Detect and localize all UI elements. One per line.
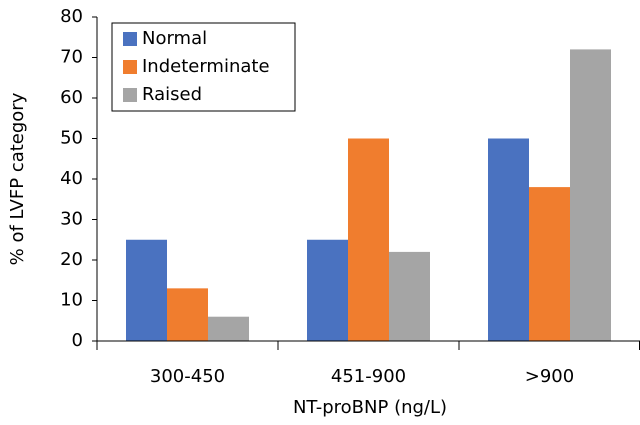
bar <box>167 288 208 341</box>
y-tick-label: 40 <box>60 168 83 189</box>
bar <box>348 138 389 341</box>
y-tick-label: 60 <box>60 87 83 108</box>
y-tick-label: 0 <box>72 330 83 351</box>
y-axis-label: % of LVFP category <box>7 92 28 265</box>
bar <box>208 316 249 341</box>
x-tick-label: >900 <box>525 366 574 387</box>
legend-swatch <box>123 60 137 74</box>
legend-box <box>111 22 296 112</box>
bar <box>126 239 167 341</box>
legend-label: Normal <box>142 28 207 49</box>
bar <box>488 138 529 341</box>
bar <box>307 239 348 341</box>
x-tick-label: 451-900 <box>331 366 406 387</box>
bar <box>529 187 570 341</box>
y-tick-label: 80 <box>60 6 83 27</box>
legend-swatch <box>123 32 137 46</box>
bar <box>389 251 430 341</box>
legend-label: Indeterminate <box>142 56 270 77</box>
y-tick-label: 20 <box>60 249 83 270</box>
x-axis-label: NT-proBNP (ng/L) <box>293 397 447 418</box>
legend-label: Raised <box>142 84 202 105</box>
x-tick-label: 300-450 <box>150 366 225 387</box>
y-tick-label: 10 <box>60 290 83 311</box>
legend-swatch <box>123 88 137 102</box>
y-tick-label: 70 <box>60 47 83 68</box>
bar <box>570 49 611 342</box>
y-tick-label: 30 <box>60 209 83 230</box>
y-tick-label: 50 <box>60 128 83 149</box>
